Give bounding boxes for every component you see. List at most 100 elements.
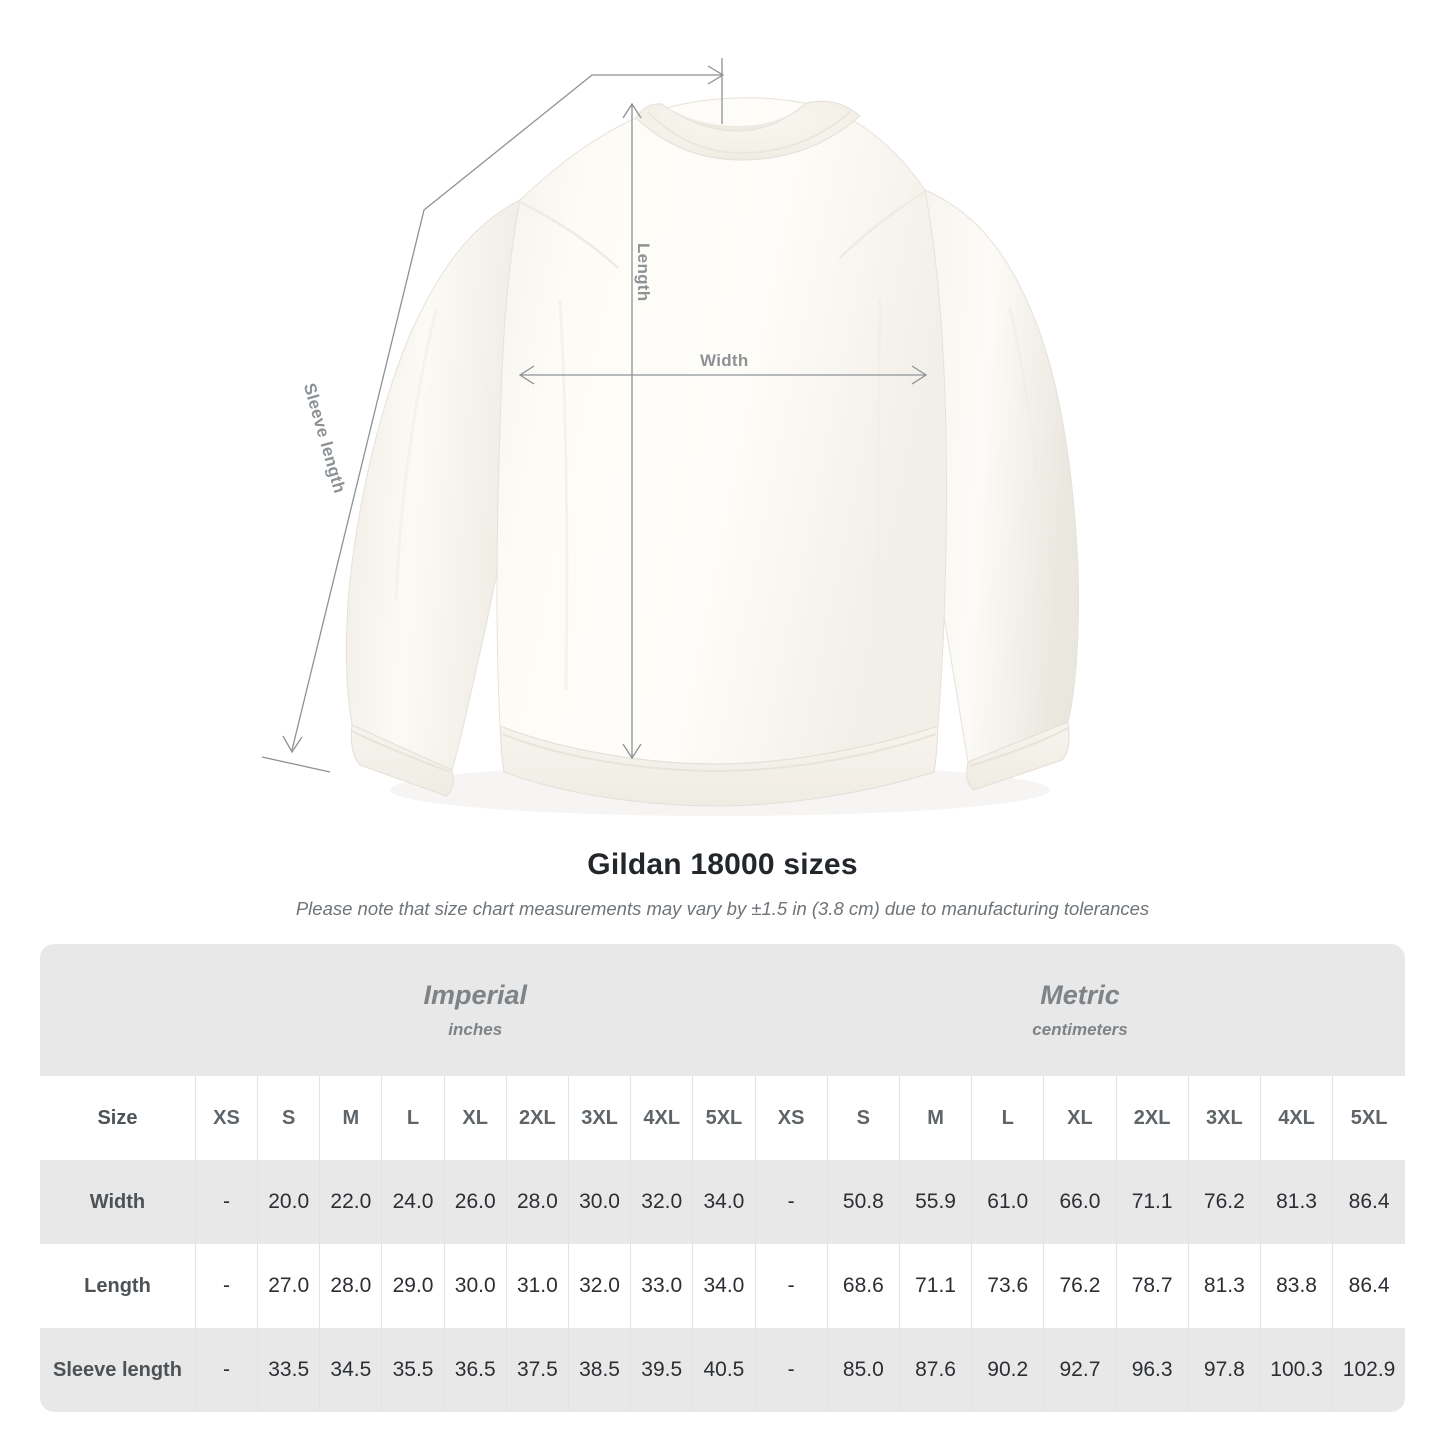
cell-sleeve-metric-3xl: 97.8: [1187, 1328, 1261, 1412]
size-table: Imperial inches Metric centimeters Size …: [40, 944, 1405, 1412]
size-header-metric-l: L: [971, 1076, 1044, 1160]
unit-metric-name: Metric: [1040, 980, 1120, 1010]
size-header-metric-xl: XL: [1043, 1076, 1117, 1160]
cell-length-imperial-m: 28.0: [319, 1244, 382, 1328]
cell-length-imperial-4xl: 33.0: [630, 1244, 693, 1328]
row-label-sleeve-length: Sleeve length: [40, 1328, 196, 1412]
cell-sleeve-metric-s: 85.0: [826, 1328, 900, 1412]
width-arrow-right: [911, 365, 928, 385]
width-label: Width: [700, 351, 749, 370]
sleeve-guide-line: [291, 74, 722, 751]
cell-width-metric-xs: -: [754, 1160, 828, 1244]
sleeve-tick-bottom: [261, 756, 331, 773]
length-arrow-bottom: [622, 743, 642, 760]
cell-length-metric-2xl: 78.7: [1115, 1244, 1189, 1328]
cell-width-imperial-m: 22.0: [319, 1160, 382, 1244]
table-row-sleeve-length: Sleeve length - 33.5 34.5 35.5 36.5 37.5…: [40, 1328, 1405, 1412]
size-header-metric-4xl: 4XL: [1259, 1076, 1333, 1160]
cell-sleeve-metric-m: 87.6: [898, 1328, 972, 1412]
size-header-imperial-xl: XL: [443, 1076, 507, 1160]
cell-sleeve-metric-5xl: 102.9: [1332, 1328, 1405, 1412]
cell-length-imperial-s: 27.0: [257, 1244, 320, 1328]
cell-length-imperial-xl: 30.0: [443, 1244, 507, 1328]
size-header-row: Size XS S M L XL 2XL 3XL 4XL 5XL XS S M …: [40, 1076, 1405, 1160]
unit-imperial-sub: inches: [448, 1020, 503, 1039]
size-header-imperial-l: L: [381, 1076, 445, 1160]
size-header-imperial-s: S: [257, 1076, 320, 1160]
page-title: Gildan 18000 sizes: [587, 848, 858, 881]
size-header-imperial-4xl: 4XL: [630, 1076, 693, 1160]
sleeve-arrow-bottom: [282, 735, 303, 754]
cell-length-metric-l: 73.6: [971, 1244, 1044, 1328]
unit-band-spacer: [40, 944, 196, 1076]
cell-length-metric-3xl: 81.3: [1187, 1244, 1261, 1328]
cell-width-metric-m: 55.9: [898, 1160, 972, 1244]
cell-width-metric-4xl: 81.3: [1259, 1160, 1333, 1244]
cell-width-imperial-2xl: 28.0: [505, 1160, 569, 1244]
cell-length-imperial-xs: -: [194, 1244, 258, 1328]
cell-sleeve-imperial-l: 35.5: [381, 1328, 445, 1412]
cell-length-metric-m: 71.1: [898, 1244, 972, 1328]
title-block: Gildan 18000 sizes Please note that size…: [0, 845, 1445, 921]
unit-metric-sub: centimeters: [1032, 1020, 1128, 1039]
cell-width-metric-2xl: 71.1: [1115, 1160, 1189, 1244]
size-header-metric-m: M: [898, 1076, 972, 1160]
cell-sleeve-imperial-m: 34.5: [319, 1328, 382, 1412]
cell-width-imperial-s: 20.0: [257, 1160, 320, 1244]
cell-sleeve-imperial-xs: -: [194, 1328, 258, 1412]
size-header-metric-3xl: 3XL: [1187, 1076, 1261, 1160]
cell-width-metric-xl: 66.0: [1043, 1160, 1117, 1244]
size-header-imperial-2xl: 2XL: [505, 1076, 569, 1160]
cell-width-imperial-l: 24.0: [381, 1160, 445, 1244]
table-row-length: Length - 27.0 28.0 29.0 30.0 31.0 32.0 3…: [40, 1244, 1405, 1328]
cell-length-metric-s: 68.6: [826, 1244, 900, 1328]
unit-band-row: Imperial inches Metric centimeters: [40, 944, 1405, 1076]
cell-sleeve-metric-2xl: 96.3: [1115, 1328, 1189, 1412]
length-label: Length: [634, 243, 653, 302]
cell-width-metric-5xl: 86.4: [1332, 1160, 1405, 1244]
cell-width-metric-l: 61.0: [971, 1160, 1044, 1244]
cell-sleeve-imperial-4xl: 39.5: [630, 1328, 693, 1412]
cell-sleeve-metric-xl: 92.7: [1043, 1328, 1117, 1412]
sleeve-arrow-top: [707, 65, 725, 85]
cell-sleeve-imperial-2xl: 37.5: [505, 1328, 569, 1412]
unit-imperial-cell: Imperial inches: [195, 944, 756, 1076]
cell-length-metric-5xl: 86.4: [1332, 1244, 1405, 1328]
size-header-imperial-5xl: 5XL: [692, 1076, 756, 1160]
cell-length-imperial-l: 29.0: [381, 1244, 445, 1328]
cell-sleeve-metric-4xl: 100.3: [1259, 1328, 1333, 1412]
width-arrow-left: [518, 365, 535, 385]
size-header-metric-s: S: [826, 1076, 900, 1160]
cell-sleeve-imperial-3xl: 38.5: [567, 1328, 631, 1412]
row-label-width: Width: [40, 1160, 196, 1244]
size-header-metric-5xl: 5XL: [1332, 1076, 1405, 1160]
size-table-wrapper: Imperial inches Metric centimeters Size …: [40, 944, 1405, 1412]
cell-width-metric-3xl: 76.2: [1187, 1160, 1261, 1244]
cell-length-imperial-3xl: 32.0: [567, 1244, 631, 1328]
size-header-imperial-m: M: [319, 1076, 382, 1160]
length-arrow-top: [622, 102, 642, 119]
cell-width-imperial-4xl: 32.0: [630, 1160, 693, 1244]
size-header-metric-xs: XS: [754, 1076, 828, 1160]
size-header-label: Size: [40, 1076, 196, 1160]
cell-width-imperial-3xl: 30.0: [567, 1160, 631, 1244]
cell-width-imperial-5xl: 34.0: [692, 1160, 756, 1244]
garment-diagram: Length Width Sleeve length: [261, 58, 1080, 816]
cell-length-imperial-5xl: 34.0: [692, 1244, 756, 1328]
cell-sleeve-imperial-s: 33.5: [257, 1328, 320, 1412]
cell-width-metric-s: 50.8: [826, 1160, 900, 1244]
unit-metric-cell: Metric centimeters: [755, 944, 1405, 1076]
cell-length-metric-xl: 76.2: [1043, 1244, 1117, 1328]
cell-length-metric-xs: -: [754, 1244, 828, 1328]
measurement-guides: [261, 58, 928, 773]
row-label-length: Length: [40, 1244, 196, 1328]
size-header-imperial-xs: XS: [194, 1076, 258, 1160]
cell-sleeve-imperial-5xl: 40.5: [692, 1328, 756, 1412]
size-header-metric-2xl: 2XL: [1115, 1076, 1189, 1160]
size-header-imperial-3xl: 3XL: [567, 1076, 631, 1160]
cell-sleeve-metric-xs: -: [754, 1328, 828, 1412]
sweatshirt-illustration: [261, 58, 1080, 816]
cell-sleeve-metric-l: 90.2: [971, 1328, 1044, 1412]
tolerance-note: Please note that size chart measurements…: [295, 898, 1150, 919]
